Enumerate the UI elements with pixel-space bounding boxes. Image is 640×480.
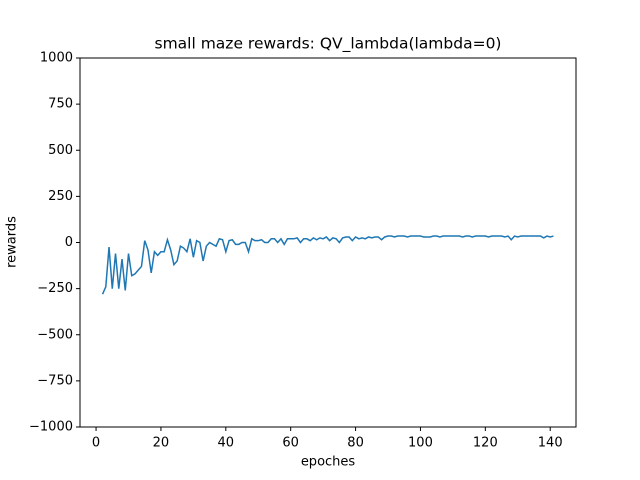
y-tick-label: 0: [65, 235, 73, 250]
x-axis-label: epoches: [301, 455, 356, 470]
y-tick-label: −500: [37, 327, 73, 342]
y-tick-label: 250: [48, 189, 73, 204]
x-tick-label: 100: [408, 436, 433, 451]
x-tick-label: 0: [92, 436, 100, 451]
x-tick-label: 60: [282, 436, 299, 451]
line-series: [101, 235, 554, 295]
x-tick-label: 40: [218, 436, 235, 451]
x-tick-label: 140: [538, 436, 563, 451]
y-tick-label: 1000: [40, 51, 73, 66]
y-tick-label: −750: [37, 373, 73, 388]
plot-frame: [79, 57, 577, 428]
x-tick-label: 20: [153, 436, 170, 451]
chart-title: small maze rewards: QV_lambda(lambda=0): [155, 35, 502, 54]
y-tick-label: 500: [48, 143, 73, 158]
y-tick-label: −1000: [29, 420, 73, 435]
x-tick-label: 80: [347, 436, 364, 451]
y-tick-label: 750: [48, 97, 73, 112]
x-tick-label: 120: [473, 436, 498, 451]
y-axis-label: rewards: [5, 216, 20, 268]
y-tick-label: −250: [37, 281, 73, 296]
